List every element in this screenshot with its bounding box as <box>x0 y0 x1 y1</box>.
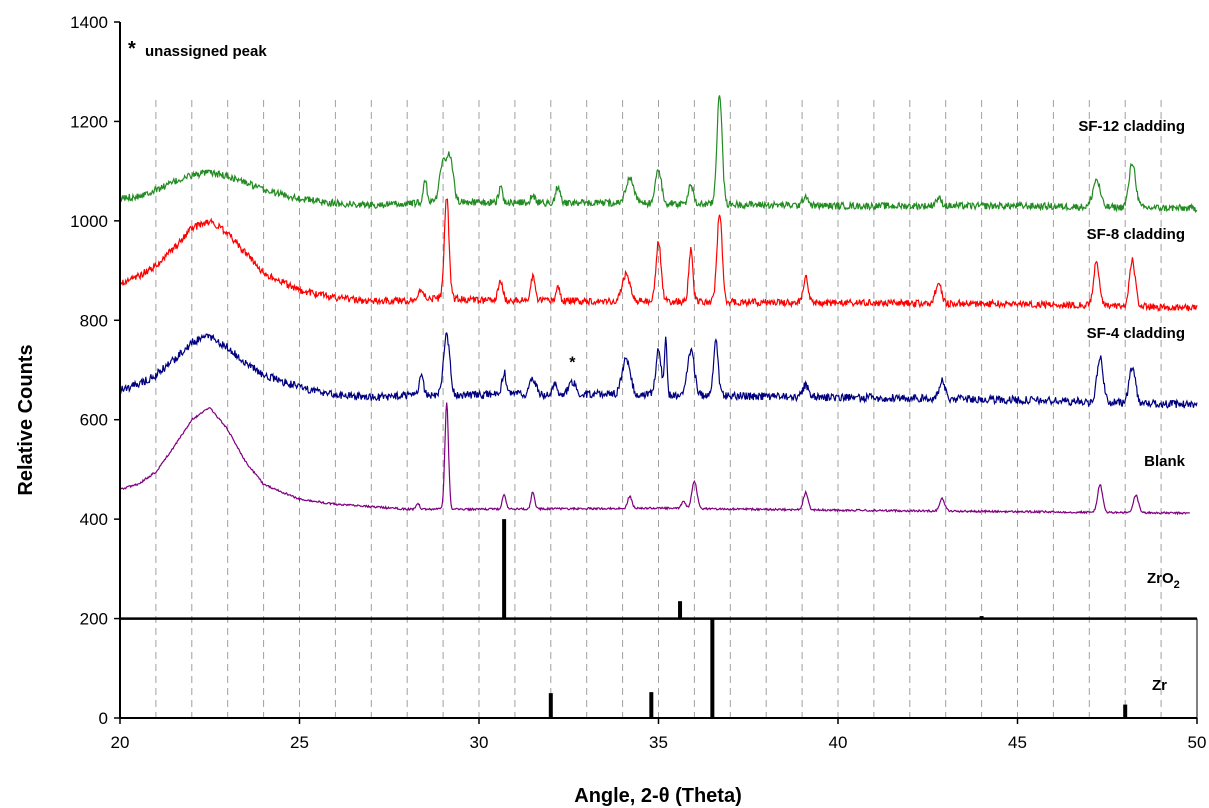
axes <box>114 21 1198 724</box>
x-tick-label-20: 20 <box>111 733 130 752</box>
reference-patterns <box>502 519 1128 718</box>
y-axis-title: Relative Counts <box>15 344 37 495</box>
ref-label-zro2-main: ZrO <box>1147 570 1174 587</box>
ref-label-zro2-sub: 2 <box>1174 579 1180 591</box>
y-tick-label-800: 800 <box>80 311 108 330</box>
legend-note-asterisk: * <box>128 38 136 60</box>
x-tick-label-40: 40 <box>829 733 848 752</box>
x-axis-title: Angle, 2-θ (Theta) <box>574 785 741 807</box>
annotation-marker-0: * <box>569 355 576 372</box>
ref-label-zro2: ZrO2 <box>1147 570 1180 591</box>
y-tick-label-0: 0 <box>99 709 108 728</box>
y-tick-label-200: 200 <box>80 610 108 629</box>
x-tick-label-50: 50 <box>1188 733 1207 752</box>
y-tick-label-1400: 1400 <box>70 13 108 32</box>
x-tick-label-35: 35 <box>649 733 668 752</box>
x-tick-label-45: 45 <box>1008 733 1027 752</box>
series-label-2: SF-4 cladding <box>1087 325 1185 342</box>
legend-note-text: unassigned peak <box>145 43 267 60</box>
series-line-blank <box>119 402 1190 516</box>
series-label-3: Blank <box>1144 453 1186 470</box>
y-tick-label-1200: 1200 <box>70 112 108 131</box>
x-tick-label-25: 25 <box>290 733 309 752</box>
series-line-sf-8-cladding <box>119 198 1198 313</box>
y-tick-label-1000: 1000 <box>70 212 108 231</box>
gridlines <box>155 100 1162 718</box>
series-lines <box>119 95 1198 516</box>
y-tick-label-400: 400 <box>80 510 108 529</box>
x-tick-label-30: 30 <box>470 733 489 752</box>
series-line-sf-4-cladding <box>119 332 1198 409</box>
legend-note: * unassigned peak <box>128 38 267 60</box>
ref-label-zr: Zr <box>1152 677 1167 694</box>
y-tick-label-600: 600 <box>80 411 108 430</box>
series-line-sf-12-cladding <box>119 95 1198 213</box>
series-label-0: SF-12 cladding <box>1078 118 1185 135</box>
series-labels: SF-12 cladding SF-8 cladding SF-4 cladding… <box>569 118 1185 694</box>
series-label-1: SF-8 cladding <box>1087 226 1185 243</box>
tick-labels: 0 200 400 600 800 1000 1200 1400 20 25 30 35 40 45 50 <box>70 13 1206 752</box>
